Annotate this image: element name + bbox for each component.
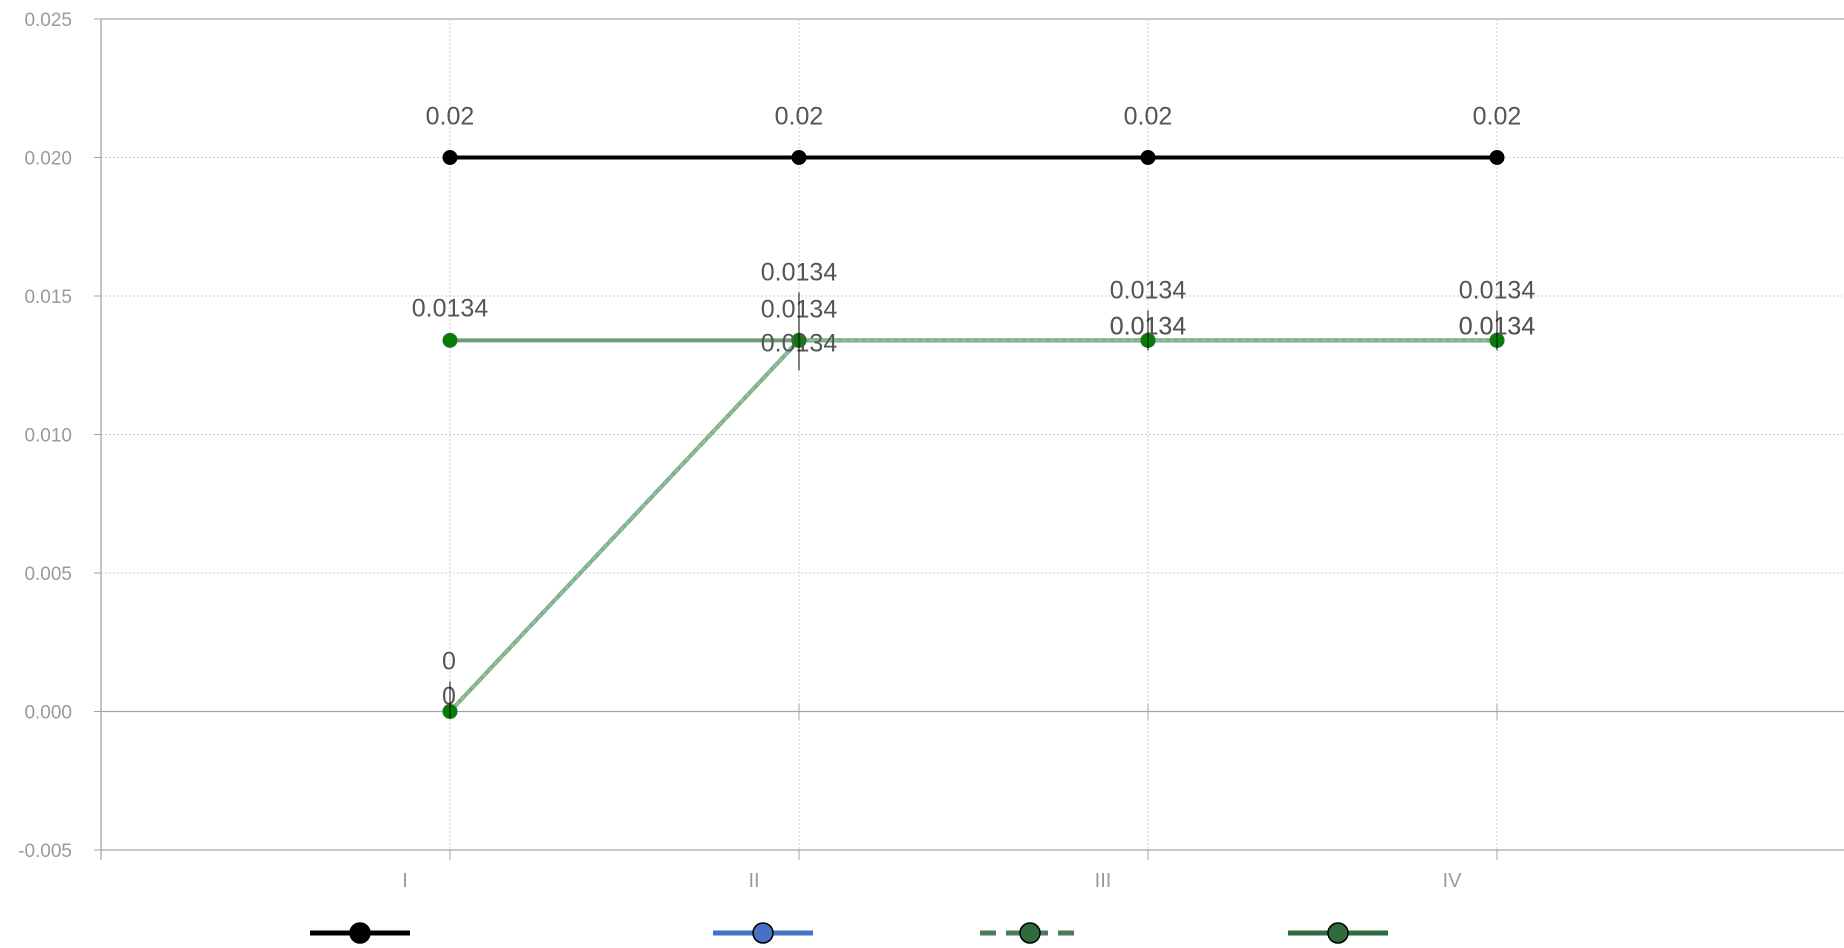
data-label: 0 [442, 683, 456, 711]
data-label: 0 [442, 648, 456, 676]
grid [101, 18, 1844, 851]
series-line [448, 338, 1497, 713]
x-tick-label: II [748, 870, 759, 892]
data-point [1489, 150, 1505, 165]
legend-marker [1327, 922, 1349, 944]
data-labels: 0.02 0.02 0.02 0.02 0.0134 0.0134 0.0134 0.0134… [412, 103, 1536, 718]
data-label: 0.02 [1473, 103, 1522, 131]
y-tick-label: 0.010 [24, 426, 72, 447]
y-tick-label: 0.000 [24, 703, 72, 724]
x-tick-label: III [1095, 870, 1112, 892]
data-point [442, 150, 458, 165]
legend-marker [349, 922, 371, 944]
y-tick-label: 0.025 [24, 10, 72, 31]
data-label: 0.02 [1124, 103, 1173, 131]
data-label: 0.02 [775, 103, 824, 131]
data-point [442, 332, 458, 348]
data-label: 0.02 [426, 103, 475, 131]
data-label: 0.0134 [1459, 276, 1536, 304]
data-label: 0.0134 [1110, 276, 1187, 304]
y-tick-label: -0.005 [18, 841, 72, 862]
legend-marker [752, 922, 774, 944]
series-line [448, 338, 1497, 713]
legend [310, 922, 1388, 944]
series-line-accent [449, 339, 1497, 712]
y-tick-label: 0.020 [24, 149, 72, 170]
series-lines [442, 150, 1505, 719]
y-tick-label: 0.015 [24, 287, 72, 308]
y-tick-label: 0.005 [24, 564, 72, 585]
data-point [791, 150, 807, 165]
x-tick-label: IV [1443, 870, 1463, 892]
data-label: 0.0134 [412, 294, 489, 322]
legend-marker [1019, 922, 1041, 944]
x-tick-label: I [402, 870, 408, 892]
data-point [1140, 150, 1156, 165]
data-label: 0.0134 [761, 258, 838, 286]
